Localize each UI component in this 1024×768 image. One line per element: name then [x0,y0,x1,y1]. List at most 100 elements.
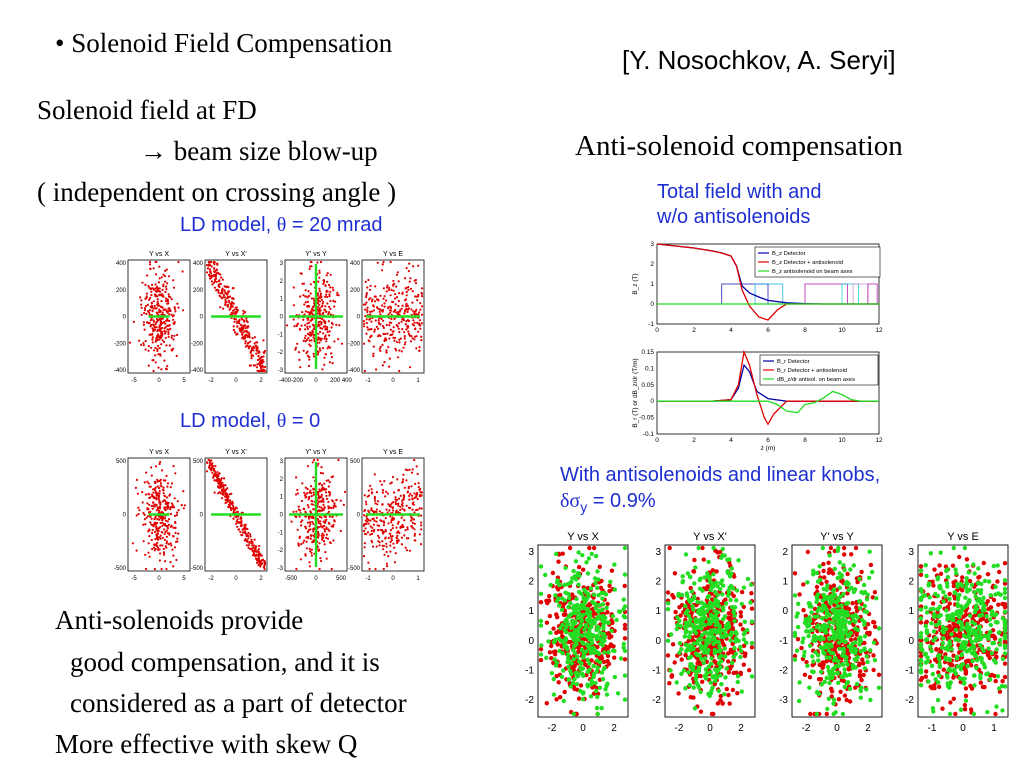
scatter-point [605,601,610,607]
y-tick-label: 3 [655,547,661,558]
scatter-point [547,613,553,619]
scatter-point [580,612,586,618]
scatter-point [309,312,312,315]
scatter-point [387,345,390,349]
scatter-point [304,289,307,292]
scatter-point [382,297,385,300]
scatter-point [862,603,868,609]
scatter-point [732,605,738,610]
scatter-point [401,481,404,484]
scatter-point [302,339,305,342]
scatter-point [164,560,167,563]
scatter-point [372,354,375,358]
scatter-point [235,311,238,314]
scatter-point [318,313,322,316]
scatter-point [409,340,413,343]
scatter-point [149,296,152,300]
scatter-point [749,606,755,611]
y-tick-label: 0 [280,513,284,519]
scatter-point [700,679,705,684]
scatter-point [169,512,173,516]
scatter-point [327,510,331,513]
y-tick-label: 0 [655,636,661,647]
y-tick-label: 2 [655,577,661,588]
x-tick-label: 6 [766,437,770,444]
scatter-point [581,604,586,610]
scatter-point [326,272,329,275]
scatter-point [863,625,868,631]
scatter-point [382,260,385,264]
scatter-point [574,681,580,687]
scatter-point [572,629,578,634]
scatter-point [316,305,320,309]
scatter-point [809,610,814,615]
scatter-point [389,260,392,264]
text-skew-q: More effective with skew Q [55,729,358,759]
x-tick-label: 8 [803,437,807,444]
scatter-point [826,648,832,653]
scatter-point [823,642,829,647]
scatter-point [149,496,152,499]
scatter-point [318,300,322,303]
scatter-point [137,506,140,509]
scatter-point [319,349,322,352]
scatter-point [736,638,741,643]
scatter-point [321,498,324,501]
x-tick-label: 1 [416,378,420,384]
scatter-point [802,672,808,677]
scatter-point [162,547,165,550]
scatter-point [306,327,309,330]
scatter-point [807,685,812,690]
scatter-point [395,502,398,505]
scatter-point [160,326,163,330]
scatter-point [165,288,168,291]
scatter-point [712,682,717,687]
scatter-point [242,309,245,312]
scatter-point [617,609,623,615]
scatter-point [810,638,816,643]
scatter-point [561,668,566,673]
scatter-point [816,605,822,611]
scatter-point [241,331,244,334]
scatter-point [368,567,371,571]
scatter-point [410,485,413,488]
scatter-point [159,534,162,537]
scatter-point [362,529,366,533]
scatter-point [739,601,744,607]
scatter-point [317,521,320,525]
scatter-point [689,662,694,667]
scatter-point [563,636,568,641]
scatter-point [368,288,372,291]
scatter-point [622,657,628,662]
scatter-point [148,493,151,496]
scatter-point [259,563,262,566]
scatter-point [853,685,858,690]
scatter-point [305,547,308,550]
scatter-point [365,292,368,295]
scatter-point [683,552,689,557]
scatter-point [720,701,725,706]
scatter-point [231,313,234,316]
scatter-point [237,515,240,518]
scatter-point [249,350,252,353]
scatter-point [312,539,315,542]
scatter-point [870,569,875,575]
scatter-point [166,365,169,368]
scatter-point [245,317,248,320]
scatter-point [678,623,683,629]
scatter-point [591,545,597,551]
scatter-point [300,324,303,327]
scatter-point [146,303,150,306]
scatter-point [401,304,404,307]
y-tick-label: 1 [528,606,534,617]
scatter-point [318,271,321,274]
scatter-point [241,531,244,534]
scatter-point [385,299,388,302]
scatter-point [310,551,313,554]
scatter-point [310,548,313,551]
scatter-point [253,538,256,541]
scatter-point [316,301,320,305]
scatter-point [580,553,585,558]
scatter-point [803,613,808,619]
